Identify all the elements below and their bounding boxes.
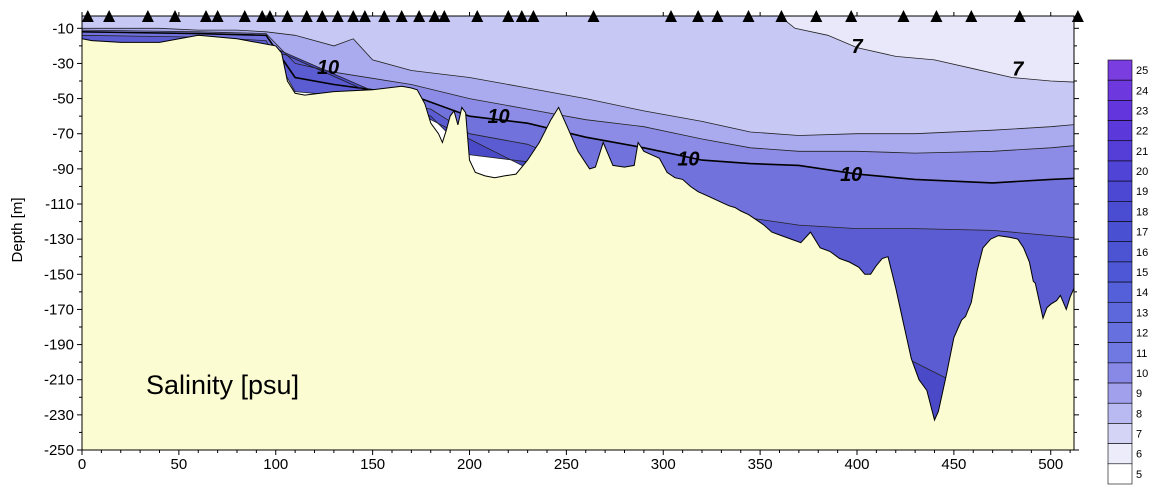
y-tick-label: -130 bbox=[44, 231, 74, 248]
contour-label: 7 bbox=[851, 36, 863, 58]
legend-label: 16 bbox=[1136, 247, 1148, 259]
x-tick-label: 500 bbox=[1038, 456, 1063, 473]
legend-swatch bbox=[1107, 322, 1133, 343]
legend-label: 24 bbox=[1136, 85, 1148, 97]
isohaline-contour-10 bbox=[82, 31, 1074, 184]
salinity-band-11 bbox=[82, 31, 1074, 238]
y-tick-label: -210 bbox=[44, 372, 74, 389]
y-tick-label: -150 bbox=[44, 266, 74, 283]
contour-label: 10 bbox=[840, 164, 862, 186]
legend-label: 21 bbox=[1136, 146, 1148, 158]
legend-swatch bbox=[1107, 423, 1133, 444]
legend-label: 15 bbox=[1136, 267, 1148, 279]
legend-swatch bbox=[1107, 79, 1133, 101]
y-tick-label: -90 bbox=[52, 161, 74, 178]
salinity-annotation: Salinity [psu] bbox=[146, 370, 299, 400]
legend-label: 9 bbox=[1136, 388, 1142, 400]
legend-label: 5 bbox=[1136, 469, 1142, 481]
seafloor bbox=[82, 35, 1074, 450]
legend-swatch bbox=[1107, 100, 1133, 121]
legend-label: 20 bbox=[1136, 166, 1148, 178]
legend-swatch bbox=[1107, 402, 1133, 424]
x-tick-label: 0 bbox=[78, 456, 86, 473]
y-tick-label: -230 bbox=[44, 407, 74, 424]
legend-swatch bbox=[1107, 201, 1133, 222]
y-tick-label: -50 bbox=[52, 91, 74, 108]
plot-frame bbox=[81, 15, 1075, 451]
legend-swatch bbox=[1107, 382, 1133, 404]
legend-label: 14 bbox=[1136, 287, 1148, 299]
isohaline-contour-7 bbox=[779, 16, 1074, 83]
x-tick-label: 250 bbox=[554, 456, 579, 473]
contour-label: 10 bbox=[487, 106, 509, 128]
legend-label: 7 bbox=[1136, 429, 1142, 441]
y-tick-label: -30 bbox=[52, 55, 74, 72]
axes: 0 50 100 150 200 250 300 350 400 450 500 -10 -30 -50 -… bbox=[44, 12, 1079, 473]
y-tick-label: -10 bbox=[52, 20, 74, 37]
legend-swatch bbox=[1107, 443, 1133, 465]
y-axis-label: Depth [m] bbox=[9, 197, 26, 262]
legend-label: 22 bbox=[1136, 126, 1148, 138]
legend-label: 6 bbox=[1136, 449, 1142, 461]
legend-swatch bbox=[1107, 342, 1133, 364]
contour-label: 7 bbox=[1012, 59, 1024, 81]
x-tick-label: 50 bbox=[171, 456, 188, 473]
plot-area: 10 10 10 10 7 7 bbox=[82, 16, 1074, 450]
legend-label: 23 bbox=[1136, 105, 1148, 117]
legend-label: 17 bbox=[1136, 227, 1148, 239]
legend-label: 12 bbox=[1136, 328, 1148, 340]
legend-swatch bbox=[1107, 221, 1133, 243]
salinity-band-9 bbox=[82, 28, 1074, 154]
legend-swatch bbox=[1107, 59, 1133, 81]
legend-swatch bbox=[1107, 120, 1133, 142]
legend-label: 13 bbox=[1136, 307, 1148, 319]
x-tick-label: 100 bbox=[263, 456, 288, 473]
legend-swatch bbox=[1107, 180, 1133, 202]
contour-label: 10 bbox=[317, 57, 339, 79]
isohaline-contour-9 bbox=[82, 29, 1074, 154]
legend-label: 19 bbox=[1136, 186, 1148, 198]
y-tick-label: -170 bbox=[44, 301, 74, 318]
salinity-band-10 bbox=[82, 30, 1074, 183]
legend-label: 10 bbox=[1136, 368, 1148, 380]
legend-swatch bbox=[1107, 301, 1133, 323]
x-tick-label: 350 bbox=[748, 456, 773, 473]
station-marker bbox=[1071, 10, 1084, 22]
y-tick-label: -190 bbox=[44, 337, 74, 354]
x-tick-label: 300 bbox=[651, 456, 676, 473]
color-legend: 25 24 23 22 21 20 19 18 17 16 15 14 13 12 11 10 9 8 7 6 5 bbox=[1107, 59, 1148, 485]
legend-swatch bbox=[1107, 261, 1133, 283]
y-tick-label: -110 bbox=[45, 196, 74, 213]
x-tick-label: 450 bbox=[941, 456, 966, 473]
legend-label: 8 bbox=[1136, 408, 1142, 420]
legend-swatch bbox=[1107, 362, 1133, 384]
seafloor-outline bbox=[82, 34, 1074, 422]
legend-swatch bbox=[1107, 140, 1133, 162]
x-tick-label: 150 bbox=[360, 456, 385, 473]
x-tick-label: 200 bbox=[457, 456, 482, 473]
legend-swatch bbox=[1107, 463, 1133, 485]
legend-swatch bbox=[1107, 281, 1133, 303]
isohaline-contour-8 bbox=[82, 27, 1074, 136]
legend-label: 25 bbox=[1136, 65, 1148, 77]
x-tick-label: 400 bbox=[844, 456, 869, 473]
legend-label: 11 bbox=[1136, 348, 1147, 360]
contour-label: 10 bbox=[677, 148, 699, 170]
legend-swatch bbox=[1107, 160, 1133, 182]
salinity-band-8 bbox=[82, 16, 1074, 136]
legend-label: 18 bbox=[1136, 206, 1148, 218]
legend-swatch bbox=[1107, 241, 1133, 263]
y-tick-label: -250 bbox=[44, 442, 74, 459]
y-tick-label: -70 bbox=[52, 126, 74, 143]
salinity-band-7 bbox=[779, 16, 1074, 83]
